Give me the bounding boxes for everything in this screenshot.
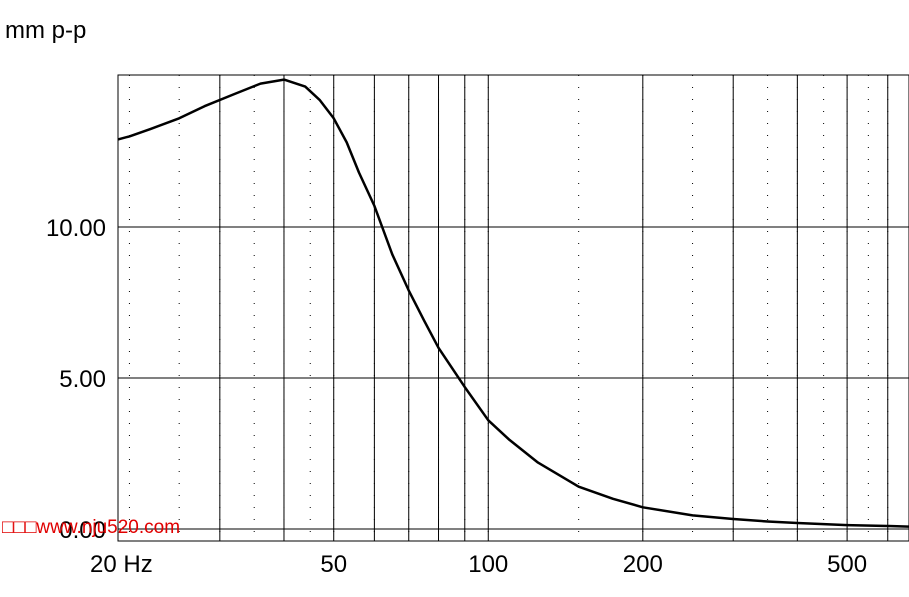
plot-frame	[117, 74, 909, 542]
series-layer	[117, 78, 909, 528]
minor-grid	[128, 75, 889, 541]
y-axis-label: mm p-p	[5, 17, 86, 44]
x-tick-label: 50	[320, 551, 347, 578]
x-tick-labels: 20 Hz 50 100 200 500	[90, 551, 867, 578]
y-tick-labels: 0.00 5.00 10.00	[46, 215, 106, 544]
x-tick-label: 500	[827, 551, 867, 578]
major-grid	[117, 74, 909, 542]
x-tick-label: 100	[468, 551, 508, 578]
y-tick-label: 10.00	[46, 215, 106, 242]
x-tick-label: 20 Hz	[90, 551, 153, 578]
series-line	[117, 78, 909, 528]
y-tick-label: 0.00	[59, 517, 106, 544]
y-tick-label: 5.00	[59, 366, 106, 393]
watermark-text: □□□www.nju520.com	[2, 517, 180, 538]
x-tick-label: 200	[623, 551, 663, 578]
